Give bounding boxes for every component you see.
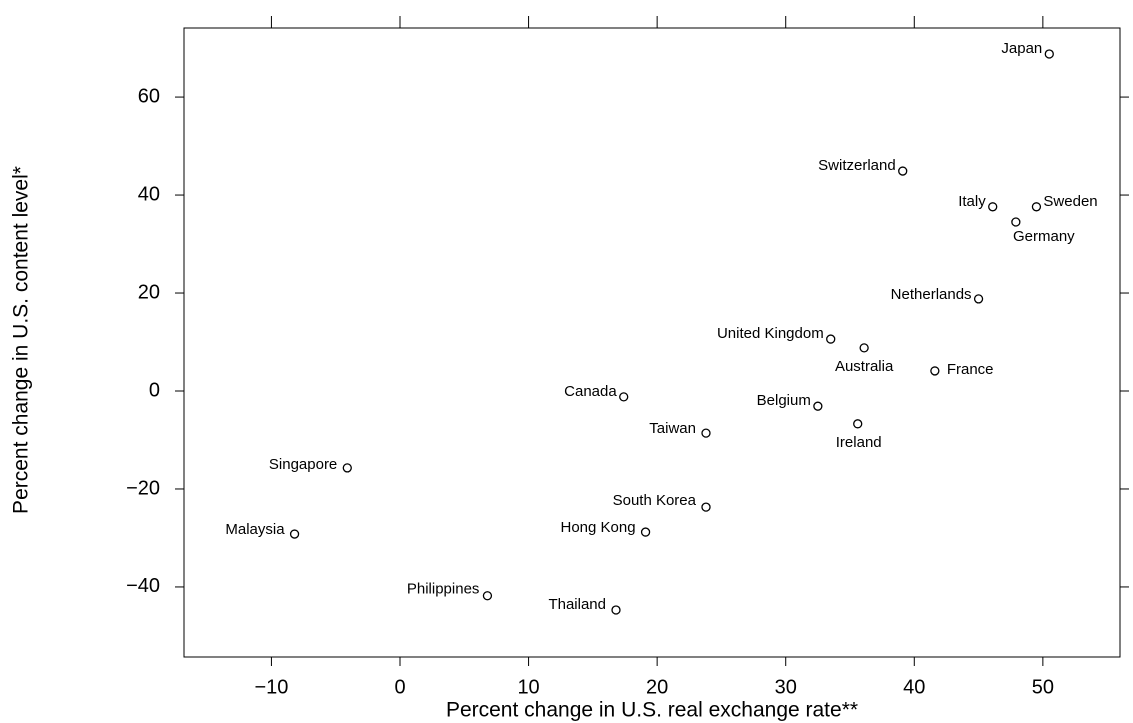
y-tick-label: 40 [138, 183, 160, 205]
point [701, 428, 711, 438]
y-tick-label: 0 [149, 379, 160, 401]
point [619, 392, 629, 402]
point [342, 463, 352, 473]
x-tick-label: 10 [517, 676, 539, 698]
point [988, 202, 998, 212]
point [898, 166, 908, 176]
point [853, 419, 863, 429]
y-axis-title: Percent change in U.S. content level* [10, 166, 33, 514]
point [973, 294, 984, 304]
point [1031, 202, 1042, 212]
point-label: Philippines [407, 581, 480, 598]
x-tick-label: −10 [254, 676, 288, 698]
point-label: Ireland [836, 434, 882, 451]
point-label: Hong Kong [561, 519, 636, 536]
point [640, 527, 651, 537]
point [930, 366, 940, 376]
x-tick-label: 0 [394, 676, 405, 698]
point-label: Italy [958, 193, 986, 210]
point-label: Malaysia [225, 521, 285, 538]
x-tick-label: 30 [775, 676, 797, 698]
point [859, 343, 869, 353]
point [1011, 217, 1021, 227]
point-label: France [947, 361, 994, 378]
point [482, 591, 493, 601]
point [701, 502, 711, 512]
point-label: Sweden [1043, 193, 1097, 210]
point [611, 605, 621, 615]
x-tick-label: 50 [1032, 676, 1054, 698]
y-tick-label: −20 [126, 477, 160, 499]
point-label: United Kingdom [717, 325, 824, 342]
point-label: Netherlands [891, 286, 972, 303]
point-label: Singapore [269, 456, 337, 473]
y-tick-label: 20 [138, 281, 160, 303]
point-label: Canada [564, 383, 617, 400]
x-axis-title: Percent change in U.S. real exchange rat… [446, 699, 858, 722]
point [813, 401, 823, 411]
point-label: Japan [1001, 40, 1042, 57]
point [1044, 49, 1054, 59]
point [826, 334, 836, 344]
point-label: Thailand [548, 596, 606, 613]
point-label: Belgium [757, 392, 811, 409]
point-label: Switzerland [818, 157, 896, 174]
point-label: Australia [835, 358, 894, 375]
point-label: Germany [1013, 228, 1075, 245]
x-tick-label: 20 [646, 676, 668, 698]
y-tick-label: 60 [138, 85, 160, 107]
x-tick-label: 40 [903, 676, 925, 698]
y-tick-label: −40 [126, 575, 160, 597]
point-label: South Korea [613, 492, 697, 509]
point [289, 529, 300, 539]
plot-frame [183, 27, 1121, 658]
point-label: Taiwan [649, 420, 696, 437]
